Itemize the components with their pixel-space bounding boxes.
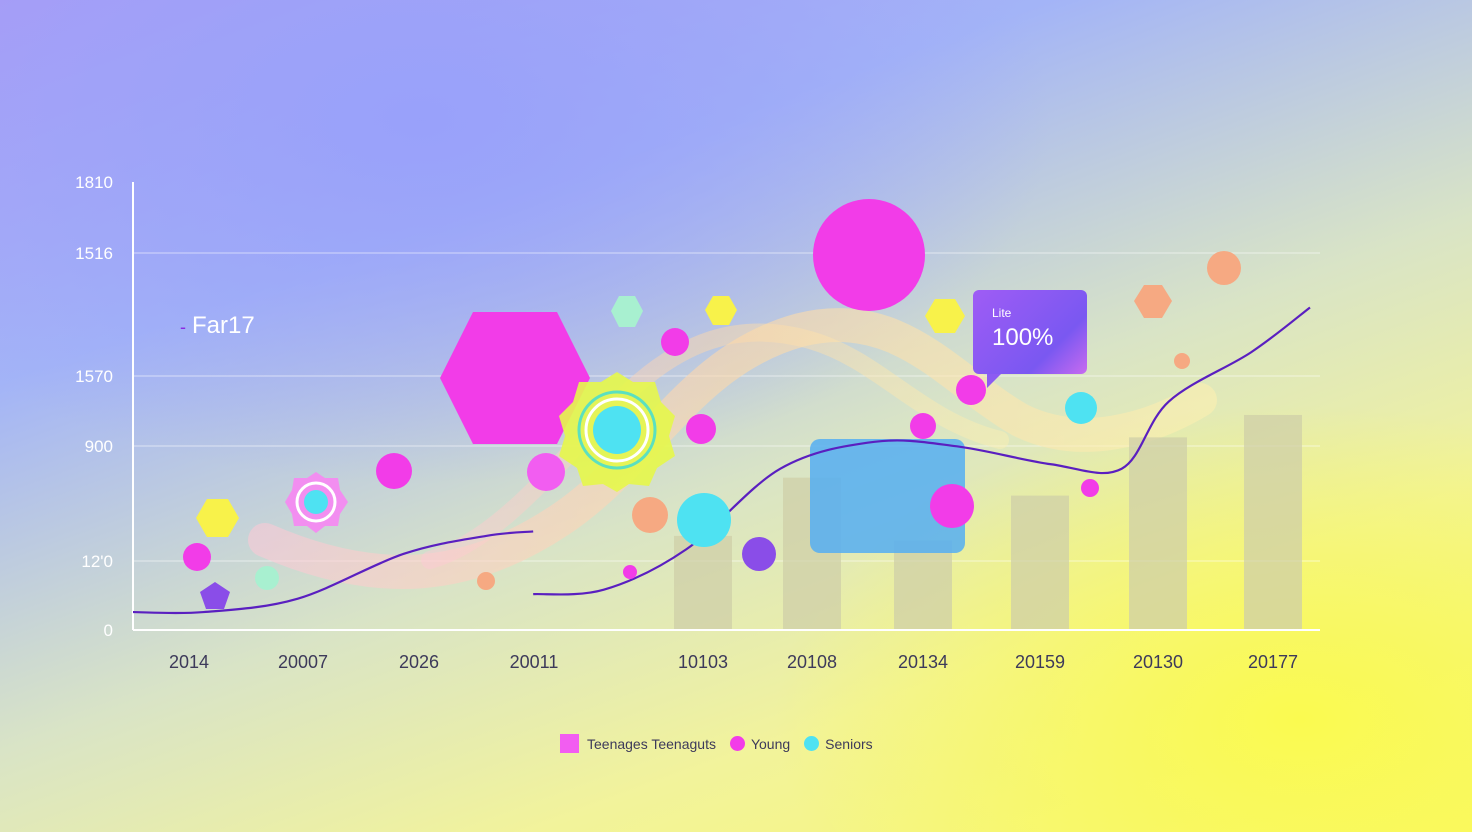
legend-item-young: Young bbox=[729, 735, 791, 752]
y-tick-label: 1810 bbox=[75, 173, 113, 192]
annotation-dash: - bbox=[180, 317, 186, 337]
x-tick-label: 20134 bbox=[898, 652, 948, 672]
y-tick-label: 900 bbox=[85, 437, 113, 456]
legend: Teenages Teenaguts Young Seniors bbox=[560, 734, 887, 753]
bar bbox=[674, 535, 732, 630]
legend-item-seniors: Seniors bbox=[804, 735, 873, 752]
cyan-circle-1 bbox=[677, 493, 731, 547]
violet-pentagon bbox=[200, 582, 230, 609]
x-tick-label: 10103 bbox=[678, 652, 728, 672]
cyan-circle-2 bbox=[1065, 392, 1097, 424]
large-magenta-hexagon bbox=[440, 312, 590, 444]
x-tick-label: 20108 bbox=[787, 652, 837, 672]
annotation-text: Far17 bbox=[192, 312, 255, 339]
magenta-circle-8 bbox=[1081, 479, 1099, 497]
magenta-circle-7 bbox=[930, 484, 974, 528]
magenta-circle-5 bbox=[910, 413, 936, 439]
peach-circle-3 bbox=[1207, 251, 1241, 285]
yellow-gear-target bbox=[559, 372, 675, 492]
legend-swatch-pink bbox=[560, 734, 579, 753]
magenta-circle-9 bbox=[623, 565, 637, 579]
x-tick-label: 20130 bbox=[1133, 652, 1183, 672]
mint-hexagon bbox=[611, 296, 643, 327]
y-tick-label: 0 bbox=[104, 621, 113, 640]
x-tick-label: 20007 bbox=[278, 652, 328, 672]
pink-gear-target bbox=[285, 472, 348, 533]
bar bbox=[1244, 414, 1302, 630]
mint-circle bbox=[255, 566, 279, 590]
peach-circle-4 bbox=[1174, 353, 1190, 369]
violet-circle bbox=[742, 537, 776, 571]
line-segment-1 bbox=[132, 530, 534, 615]
peach-hexagon bbox=[1134, 285, 1172, 318]
pink-circle bbox=[527, 453, 565, 491]
callout-label: Lite bbox=[992, 306, 1012, 320]
y-tick-label: 1570 bbox=[75, 367, 113, 386]
bar bbox=[1011, 495, 1069, 630]
magenta-circle-1 bbox=[183, 543, 211, 571]
x-tick-label: 20177 bbox=[1248, 652, 1298, 672]
line-series bbox=[132, 306, 1311, 615]
x-tick-label: 20011 bbox=[510, 652, 559, 672]
y-tick-label: 12'0 bbox=[81, 552, 113, 571]
legend-swatch-cyan bbox=[804, 736, 820, 751]
legend-label-young: Young bbox=[750, 735, 791, 752]
yellow-hexagon-1 bbox=[196, 499, 239, 537]
legend-item-teenagers: Teenages Teenaguts bbox=[560, 734, 716, 753]
magenta-circle-6 bbox=[956, 375, 986, 405]
callout-bubble: Lite 100% bbox=[973, 290, 1087, 388]
chart-annotation: - Far17 bbox=[180, 312, 255, 340]
x-tick-labels: 2014 20007 2026 20011 10103 20108 20134 20159 20… bbox=[169, 652, 1298, 672]
bar bbox=[894, 540, 952, 630]
peach-circle-1 bbox=[632, 497, 668, 533]
magenta-circle-2 bbox=[376, 453, 412, 489]
x-tick-label: 2014 bbox=[169, 652, 209, 672]
peach-circle-2 bbox=[477, 572, 495, 590]
yellow-hexagon-3 bbox=[925, 299, 965, 333]
large-magenta-circle bbox=[813, 199, 925, 311]
decorative-shapes bbox=[183, 199, 1241, 609]
legend-swatch-magenta bbox=[729, 736, 745, 751]
x-tick-label: 2026 bbox=[399, 652, 439, 672]
y-tick-labels: 0 12'0 900 1570 1516 1810 bbox=[75, 173, 113, 640]
legend-label-teenagers: Teenages Teenaguts bbox=[587, 735, 716, 752]
y-tick-label: 1516 bbox=[75, 244, 113, 263]
blue-highlight-box bbox=[810, 439, 965, 553]
yellow-hexagon-2 bbox=[705, 296, 737, 325]
decorative-ribbons bbox=[248, 308, 1217, 589]
axes bbox=[132, 182, 1320, 631]
x-tick-label: 20159 bbox=[1015, 652, 1065, 672]
callout-value: 100% bbox=[992, 324, 1054, 351]
magenta-circle-4 bbox=[686, 414, 716, 444]
magenta-circle-3 bbox=[661, 328, 689, 356]
bar bbox=[1129, 437, 1187, 630]
bars bbox=[674, 414, 1302, 630]
legend-label-seniors: Seniors bbox=[825, 735, 873, 752]
line-segment-2 bbox=[533, 306, 1311, 596]
